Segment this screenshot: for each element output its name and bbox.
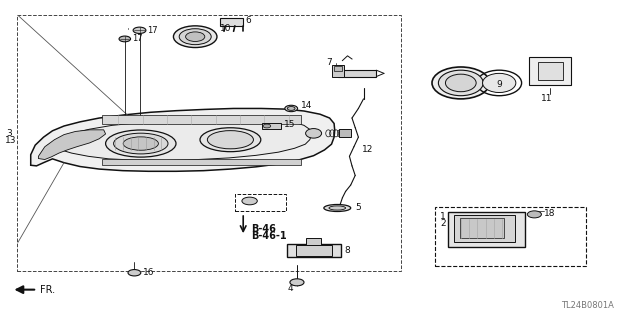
Text: 15: 15 [284, 120, 295, 129]
Bar [339, 129, 351, 137]
Text: 9: 9 [496, 80, 502, 89]
Bar [102, 115, 301, 124]
Polygon shape [40, 119, 312, 160]
Bar [306, 238, 321, 245]
Bar [262, 123, 281, 129]
Circle shape [290, 279, 304, 286]
Bar [287, 244, 341, 257]
Bar [17, 15, 401, 271]
Text: 12: 12 [362, 145, 373, 154]
Ellipse shape [179, 29, 211, 45]
Text: 5: 5 [355, 203, 361, 212]
Ellipse shape [287, 107, 295, 110]
Ellipse shape [324, 204, 351, 211]
Bar [296, 245, 332, 256]
Bar [454, 215, 515, 242]
Bar [448, 212, 525, 247]
Circle shape [119, 36, 131, 42]
Polygon shape [38, 130, 106, 160]
Text: 18: 18 [544, 209, 556, 218]
Text: 2: 2 [440, 219, 446, 228]
Bar [460, 218, 504, 238]
Ellipse shape [445, 74, 476, 92]
Text: 6: 6 [246, 16, 252, 25]
Text: B-46: B-46 [252, 224, 276, 234]
Circle shape [527, 211, 541, 218]
Text: TL24B0801A: TL24B0801A [561, 301, 614, 310]
Ellipse shape [306, 129, 322, 138]
Text: 1: 1 [440, 212, 446, 221]
Text: 14: 14 [301, 101, 312, 110]
Ellipse shape [432, 67, 490, 99]
Ellipse shape [106, 130, 176, 157]
Text: B-46-1: B-46-1 [252, 231, 287, 241]
Text: 8: 8 [344, 246, 350, 255]
Ellipse shape [186, 32, 205, 41]
Text: 17: 17 [147, 26, 158, 35]
Circle shape [133, 27, 146, 33]
Ellipse shape [207, 131, 253, 149]
Ellipse shape [285, 105, 298, 112]
Ellipse shape [173, 26, 217, 48]
Ellipse shape [114, 133, 168, 154]
Text: 17: 17 [132, 34, 143, 43]
Ellipse shape [483, 73, 516, 93]
Bar [220, 18, 243, 26]
Bar [435, 207, 586, 266]
Bar [538, 62, 563, 80]
Ellipse shape [438, 70, 483, 96]
Bar [332, 65, 344, 77]
Ellipse shape [329, 206, 346, 210]
Ellipse shape [124, 137, 159, 150]
Text: 4: 4 [288, 284, 293, 293]
Circle shape [242, 197, 257, 205]
Bar [338, 70, 376, 77]
Bar [102, 159, 301, 165]
Bar [235, 194, 286, 211]
Bar [334, 66, 342, 71]
Text: 16: 16 [143, 268, 154, 277]
Text: 3: 3 [6, 130, 12, 138]
Bar [529, 57, 571, 85]
Text: 10: 10 [220, 24, 231, 33]
Circle shape [128, 270, 141, 276]
Ellipse shape [200, 128, 261, 152]
Circle shape [263, 124, 271, 128]
Text: 7: 7 [326, 58, 332, 67]
Text: 13: 13 [4, 136, 16, 145]
Polygon shape [31, 108, 335, 171]
Text: 11: 11 [541, 94, 553, 103]
Text: FR.: FR. [40, 285, 55, 295]
